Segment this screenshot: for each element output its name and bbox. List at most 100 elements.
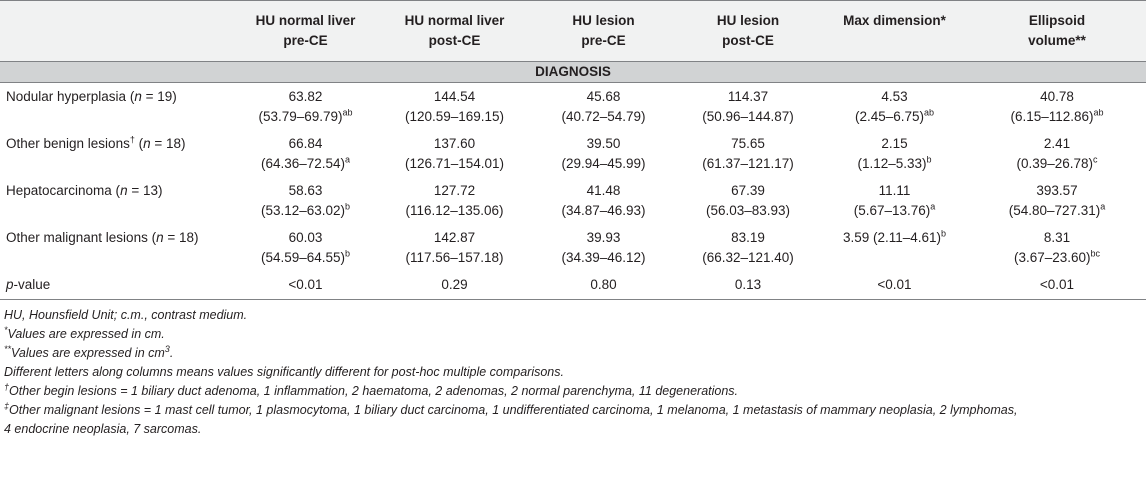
table-row: Other benign lesions† (n = 18) 66.84 (64.… <box>0 130 1146 177</box>
header-hu-normal-post: HU normal liver post-CE <box>377 0 532 62</box>
cell: 45.68 (40.72–54.79) <box>532 83 675 131</box>
header-hu-normal-pre: HU normal liver pre-CE <box>234 0 377 62</box>
footnote-double-dagger-cont: 4 endocrine neoplasia, 7 sarcomas. <box>4 422 202 436</box>
cell-value: 393.57 <box>1036 183 1078 198</box>
footnote-double-star: **Values are expressed in cm3. <box>4 344 1142 363</box>
header-hu-lesion-post: HU lesion post-CE <box>675 0 821 62</box>
footnote-letters: Different letters along columns means va… <box>4 365 564 379</box>
pvalue-cell: <0.01 <box>821 271 968 300</box>
footnote-ddagger-text: Other malignant lesions = 1 mast cell tu… <box>9 403 1018 417</box>
cell-value: 114.37 <box>727 89 769 104</box>
cell: 75.65 (61.37–121.17) <box>675 130 821 177</box>
cell: 127.72 (116.12–135.06) <box>377 177 532 224</box>
double-star-mark: ** <box>4 343 12 354</box>
header-line: HU normal liver <box>255 13 356 28</box>
row-label-n: n <box>156 230 164 245</box>
cell: 2.15 (1.12–5.33)b <box>821 130 968 177</box>
cell-value: 75.65 <box>731 136 765 151</box>
row-label-text: Other malignant lesions ( <box>6 230 157 245</box>
cell: 8.31 (3.67–23.60)bc <box>968 224 1146 271</box>
ci-text: (54.80–727.31) <box>1008 203 1101 218</box>
header-line: HU lesion <box>572 13 635 28</box>
ci-text: (0.39–26.78) <box>1016 156 1094 171</box>
cell-ci: (61.37–121.17) <box>702 156 794 171</box>
cube-sup: 3 <box>164 343 170 354</box>
ci-text: (1.12–5.33) <box>857 156 927 171</box>
cell: 39.93 (34.39–46.12) <box>532 224 675 271</box>
row-label: Hepatocarcinoma (n = 13) <box>0 177 234 224</box>
ci-text: (64.36–72.54) <box>260 156 346 171</box>
pvalue-cell: <0.01 <box>968 271 1146 300</box>
cell-sup: ab <box>1093 107 1104 118</box>
cell-ci: (120.59–169.15) <box>404 109 505 124</box>
table-row: Nodular hyperplasia (n = 19) 63.82 (53.79… <box>0 83 1146 131</box>
ci-text: (2.45–6.75) <box>854 109 925 124</box>
row-label: Nodular hyperplasia (n = 19) <box>0 83 234 131</box>
cell-value: 142.87 <box>433 230 476 245</box>
table-footnotes: HU, Hounsfield Unit; c.m., contrast medi… <box>0 300 1146 439</box>
section-row: DIAGNOSIS <box>0 61 1146 83</box>
header-line: post-CE <box>722 33 774 48</box>
header-max-dimension: Max dimension* <box>821 0 968 62</box>
row-label-n: n <box>134 89 142 104</box>
cell-value: 11.11 <box>878 183 911 198</box>
cell-value: 83.19 <box>731 230 765 245</box>
cell: 41.48 (34.87–46.93) <box>532 177 675 224</box>
cell-value: 60.03 <box>288 230 323 245</box>
table-row: Other malignant lesions (n = 18) 60.03 (5… <box>0 224 1146 271</box>
cell: 39.50 (29.94–45.99) <box>532 130 675 177</box>
cell-sup: b <box>926 154 932 165</box>
cell-sup: bc <box>1090 248 1101 259</box>
cell-sup: b <box>345 248 351 259</box>
cell-ci: (53.79–69.79)ab <box>238 107 373 127</box>
footnote-abbrev: HU, Hounsfield Unit; c.m., contrast medi… <box>4 308 248 322</box>
cell-ci: (40.72–54.79) <box>561 109 646 124</box>
cell: 2.41 (0.39–26.78)c <box>968 130 1146 177</box>
double-dagger-mark: ‡ <box>4 400 10 411</box>
dagger-mark: † <box>129 134 135 145</box>
cell-value: 4.53 <box>881 89 908 104</box>
cell-sup: a <box>345 154 351 165</box>
cell-value: 8.31 <box>1043 230 1071 245</box>
cell-ci: (5.67–13.76)a <box>825 201 964 221</box>
cell-ci: (56.03–83.93) <box>705 203 791 218</box>
cell: 58.63 (53.12–63.02)b <box>234 177 377 224</box>
cell: 60.03 (54.59–64.55)b <box>234 224 377 271</box>
footnote-star-text: Values are expressed in cm. <box>7 327 165 341</box>
cell-ci: (6.15–112.86)ab <box>972 107 1142 127</box>
footnote-dstar-text: Values are expressed in cm <box>11 346 165 360</box>
cell-sup: ab <box>924 107 935 118</box>
ci-text: (6.15–112.86) <box>1010 109 1094 124</box>
results-table: HU normal liver pre-CE HU normal liver p… <box>0 0 1146 300</box>
cell: 144.54 (120.59–169.15) <box>377 83 532 131</box>
header-line: pre-CE <box>283 33 328 48</box>
ci-text: (54.59–64.55) <box>260 250 346 265</box>
cell-ci: (29.94–45.99) <box>561 156 646 171</box>
cell-value: 58.63 <box>288 183 323 198</box>
cell-value: 2.15 <box>881 136 908 151</box>
cell-value: 127.72 <box>433 183 476 198</box>
header-line: pre-CE <box>581 33 626 48</box>
header-line: Max dimension* <box>843 13 946 28</box>
pvalue-cell: 0.29 <box>377 271 532 300</box>
cell: 114.37 (50.96–144.87) <box>675 83 821 131</box>
row-label-n: n <box>120 183 128 198</box>
cell: 66.84 (64.36–72.54)a <box>234 130 377 177</box>
cell-ci: (64.36–72.54)a <box>238 154 373 174</box>
cell-ci: (1.12–5.33)b <box>825 154 964 174</box>
cell: 3.59 (2.11–4.61)b <box>821 224 968 271</box>
cell-sup: b <box>941 228 947 239</box>
cell-ci: (34.39–46.12) <box>561 250 646 265</box>
row-label-count: = 13) <box>127 183 163 198</box>
cell-value: 3.59 (2.11–4.61) <box>842 230 942 245</box>
ci-text: (5.67–13.76) <box>853 203 931 218</box>
cell-sup: a <box>1100 201 1106 212</box>
header-ellipsoid-volume: Ellipsoid volume** <box>968 0 1146 62</box>
pvalue-cell: <0.01 <box>234 271 377 300</box>
cell: 63.82 (53.79–69.79)ab <box>234 83 377 131</box>
cell-sup: c <box>1093 154 1098 165</box>
cell-sup: b <box>345 201 351 212</box>
cell-value-inline: 3.59 (2.11–4.61)b <box>825 228 964 248</box>
cell-ci: (0.39–26.78)c <box>972 154 1142 174</box>
